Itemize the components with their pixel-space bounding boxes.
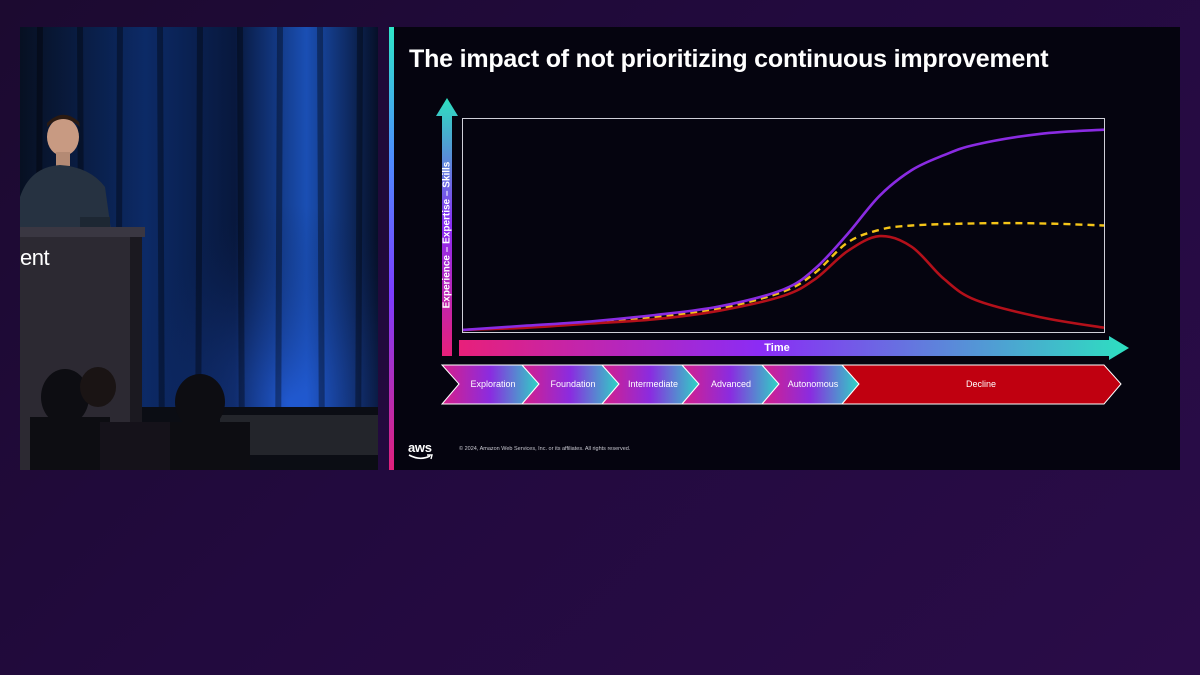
series-line-decline xyxy=(462,234,1105,332)
speaker-video: ent xyxy=(20,27,378,470)
series-line-continuous-improvement xyxy=(462,128,1105,332)
aws-logo: aws xyxy=(408,440,432,455)
stage-label-foundation: Foundation xyxy=(550,379,596,389)
series-line-plateau xyxy=(462,221,1105,332)
stage-label-decline: Decline xyxy=(965,379,997,389)
copyright-notice: © 2024, Amazon Web Services, Inc. or its… xyxy=(459,446,631,452)
stage-label-autonomous: Autonomous xyxy=(787,379,839,389)
audience xyxy=(30,367,250,470)
stage-label-intermediate: Intermediate xyxy=(627,379,679,389)
slide-title: The impact of not prioritizing continuou… xyxy=(409,45,1049,73)
y-axis-arrow xyxy=(436,98,458,356)
plot-area xyxy=(462,118,1105,333)
stage-scene xyxy=(20,27,378,470)
aws-smile-icon xyxy=(408,454,433,460)
slide-accent-bar xyxy=(389,27,394,470)
stage-label-advanced: Advanced xyxy=(710,379,752,389)
stage-chevron-decline xyxy=(840,364,1122,405)
stage-label-exploration: Exploration xyxy=(470,379,516,389)
stage-chevrons xyxy=(440,364,1122,405)
presentation-slide: The impact of not prioritizing continuou… xyxy=(389,27,1180,470)
x-axis-label: Time xyxy=(764,342,790,354)
stage-sign-text: ent xyxy=(20,245,50,270)
chart-curves xyxy=(462,128,1105,332)
x-axis-arrow xyxy=(459,336,1129,360)
